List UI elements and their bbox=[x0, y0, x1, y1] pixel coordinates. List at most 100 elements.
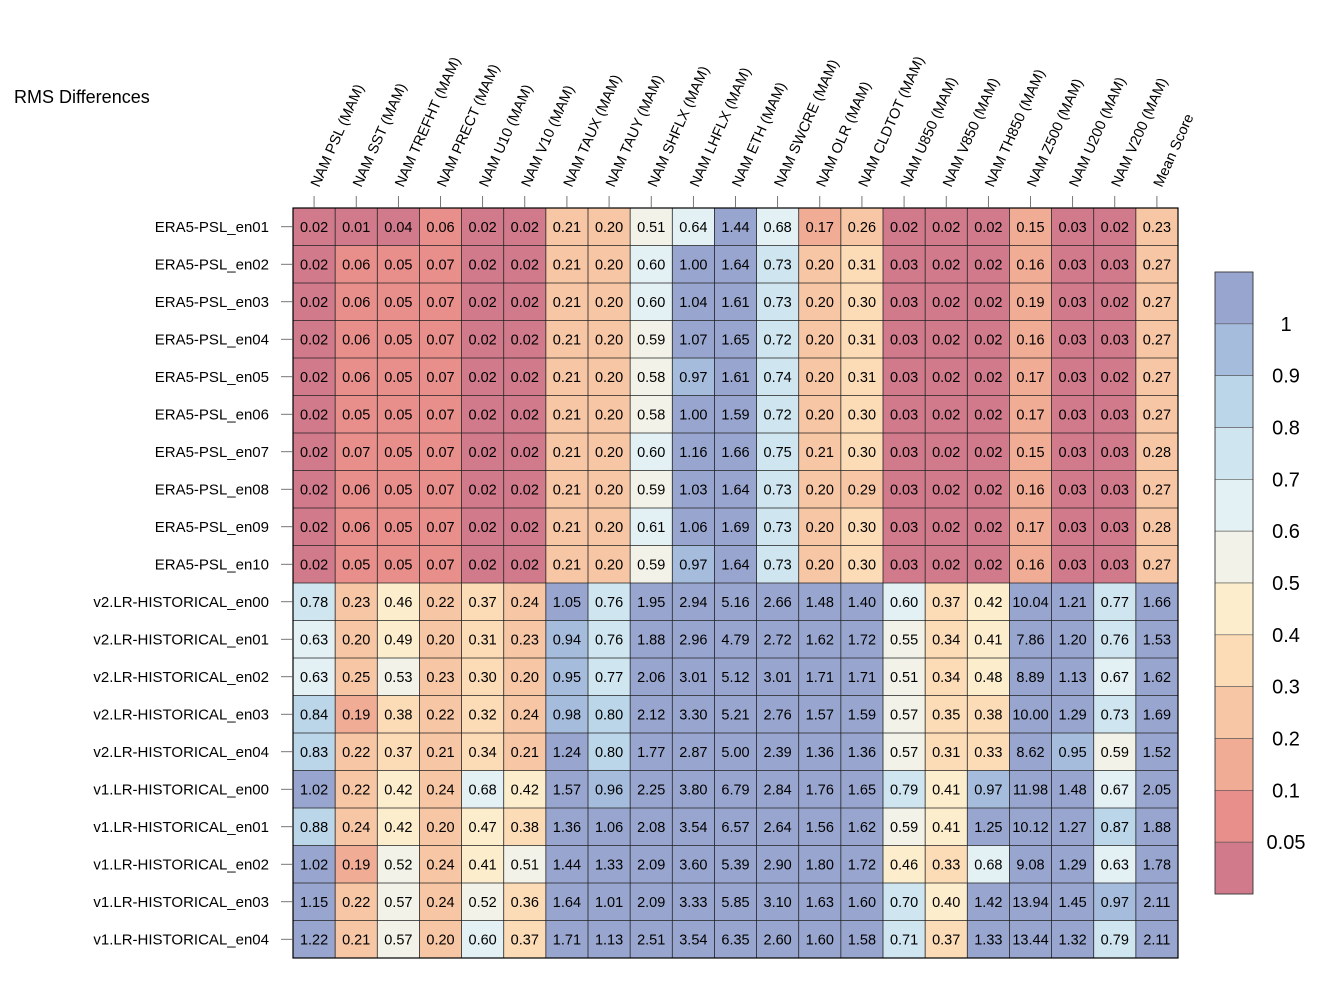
cell-value-label: 0.75 bbox=[764, 445, 792, 461]
heatmap-cell bbox=[840, 320, 883, 358]
heatmap-cell bbox=[1093, 320, 1136, 358]
heatmap-cell bbox=[588, 395, 631, 433]
heatmap-cell bbox=[503, 508, 546, 546]
colorbar-label: 0.8 bbox=[1272, 418, 1300, 440]
heatmap-cell bbox=[545, 808, 588, 846]
cell-value-label: 10.00 bbox=[1012, 707, 1048, 723]
heatmap-cell bbox=[925, 470, 968, 508]
heatmap-cell bbox=[419, 320, 462, 358]
heatmap-cell bbox=[1009, 508, 1052, 546]
cell-value-label: 0.21 bbox=[806, 445, 834, 461]
cell-value-label: 0.20 bbox=[806, 482, 834, 498]
heatmap-cell bbox=[335, 320, 378, 358]
heatmap-cell bbox=[714, 433, 757, 471]
heatmap-cell bbox=[714, 808, 757, 846]
heatmap-cell bbox=[840, 695, 883, 733]
heatmap-cell bbox=[335, 433, 378, 471]
heatmap-cell bbox=[377, 845, 420, 883]
heatmap-cell bbox=[377, 545, 420, 583]
heatmap-cell bbox=[335, 733, 378, 771]
heatmap-cell bbox=[883, 808, 926, 846]
cell-value-label: 0.21 bbox=[511, 745, 539, 761]
cell-value-label: 0.02 bbox=[511, 557, 539, 573]
heatmap-cell bbox=[925, 808, 968, 846]
heatmap-cell bbox=[335, 583, 378, 621]
heatmap-cell bbox=[588, 883, 631, 921]
heatmap-cell bbox=[293, 320, 336, 358]
heatmap-cell bbox=[1009, 583, 1052, 621]
heatmap-cell bbox=[672, 920, 715, 958]
cell-value-label: 0.32 bbox=[469, 707, 497, 723]
cell-value-label: 1.60 bbox=[848, 895, 876, 911]
heatmap-cell bbox=[840, 920, 883, 958]
heatmap-cell bbox=[883, 283, 926, 321]
cell-value-label: 0.04 bbox=[384, 220, 412, 236]
cell-value-label: 0.02 bbox=[974, 257, 1002, 273]
heatmap-cell bbox=[545, 433, 588, 471]
cell-value-label: 0.02 bbox=[469, 445, 497, 461]
cell-value-label: 0.03 bbox=[1059, 557, 1087, 573]
heatmap-cell bbox=[840, 733, 883, 771]
heatmap-cell bbox=[756, 658, 799, 696]
cell-value-label: 3.54 bbox=[679, 820, 707, 836]
cell-value-label: 0.20 bbox=[595, 445, 623, 461]
colorbar-segment bbox=[1214, 375, 1254, 428]
heatmap-cell bbox=[756, 433, 799, 471]
heatmap-cell bbox=[967, 883, 1010, 921]
heatmap-cell bbox=[461, 583, 504, 621]
cell-value-label: 0.02 bbox=[300, 407, 328, 423]
heatmap-cell bbox=[1051, 508, 1094, 546]
cell-value-label: 10.04 bbox=[1012, 595, 1048, 611]
cell-value-label: 0.02 bbox=[300, 332, 328, 348]
heatmap-cell bbox=[756, 583, 799, 621]
cell-value-label: 0.34 bbox=[932, 632, 960, 648]
heatmap-cell bbox=[798, 808, 841, 846]
cell-value-label: 1.64 bbox=[721, 257, 749, 273]
heatmap-cell bbox=[883, 883, 926, 921]
cell-value-label: 0.94 bbox=[553, 632, 581, 648]
heatmap-cell bbox=[545, 470, 588, 508]
heatmap-cell bbox=[925, 508, 968, 546]
cell-value-label: 0.20 bbox=[595, 295, 623, 311]
cell-value-label: 1.36 bbox=[553, 820, 581, 836]
heatmap-cell bbox=[293, 658, 336, 696]
heatmap-cell bbox=[883, 470, 926, 508]
cell-value-label: 13.44 bbox=[1012, 932, 1048, 948]
cell-value-label: 0.88 bbox=[300, 820, 328, 836]
cell-value-label: 0.31 bbox=[469, 632, 497, 648]
cell-value-label: 1.56 bbox=[806, 820, 834, 836]
heatmap-cell bbox=[630, 733, 673, 771]
cell-value-label: 0.27 bbox=[1143, 257, 1171, 273]
cell-value-label: 1.66 bbox=[1143, 595, 1171, 611]
cell-value-label: 0.31 bbox=[848, 332, 876, 348]
colorbar-segment bbox=[1214, 790, 1254, 843]
heatmap-cell bbox=[293, 845, 336, 883]
cell-value-label: 1.61 bbox=[721, 295, 749, 311]
heatmap-cell bbox=[714, 770, 757, 808]
heatmap-cell bbox=[293, 583, 336, 621]
heatmap-cell bbox=[1093, 358, 1136, 396]
row-labels: ERA5-PSL_en01 ERA5-PSL_en02 ERA5-PSL_en03 E… bbox=[93, 219, 293, 948]
heatmap-cell bbox=[335, 470, 378, 508]
cell-value-label: 0.41 bbox=[932, 820, 960, 836]
heatmap-cell bbox=[1093, 808, 1136, 846]
cell-value-label: 0.36 bbox=[511, 895, 539, 911]
heatmap-cell bbox=[419, 395, 462, 433]
cell-value-label: 2.60 bbox=[764, 932, 792, 948]
cell-value-label: 0.03 bbox=[890, 482, 918, 498]
cell-value-label: 1.65 bbox=[721, 332, 749, 348]
cell-value-label: 0.63 bbox=[1101, 857, 1129, 873]
cell-value-label: 0.02 bbox=[469, 370, 497, 386]
heatmap-cell bbox=[1051, 883, 1094, 921]
heatmap-cell bbox=[335, 545, 378, 583]
cell-value-label: 1.48 bbox=[806, 595, 834, 611]
cell-value-label: 1.78 bbox=[1143, 857, 1171, 873]
heatmap-cell bbox=[293, 545, 336, 583]
heatmap-cell bbox=[588, 695, 631, 733]
cell-value-label: 0.02 bbox=[974, 295, 1002, 311]
cell-value-label: 0.60 bbox=[890, 595, 918, 611]
heatmap-cell bbox=[588, 808, 631, 846]
cell-value-label: 0.79 bbox=[1101, 932, 1129, 948]
heatmap-cell bbox=[1051, 245, 1094, 283]
heatmap-cell bbox=[1051, 320, 1094, 358]
